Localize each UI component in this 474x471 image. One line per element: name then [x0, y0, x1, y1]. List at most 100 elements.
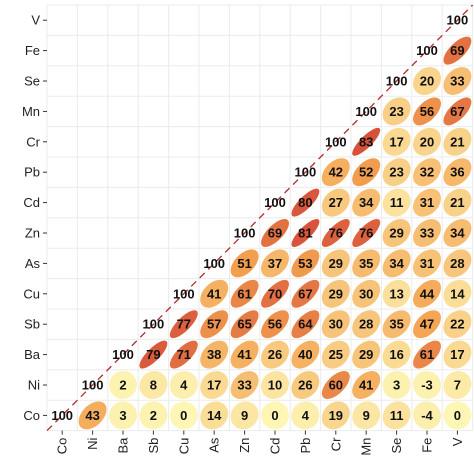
value-label-As-Mn: 35 [359, 256, 373, 271]
ellipse-Sb-As [200, 310, 229, 339]
y-tick-label-Cr: Cr [26, 134, 40, 149]
ellipse-Zn-Fe [413, 219, 441, 247]
value-label-Ni-Zn: 33 [237, 378, 251, 393]
ellipse-Cu-Cd [261, 279, 289, 308]
ellipse-Pb-Mn [352, 158, 381, 187]
value-label-Ni-Cr: 60 [329, 378, 343, 393]
ellipse-Cd-Mn [352, 188, 381, 217]
ellipse-Ba-Pb [291, 340, 320, 369]
value-label-Cr-V: 21 [450, 134, 464, 149]
value-label-Mn-Fe: 56 [420, 104, 434, 119]
value-label-Cr-Se: 17 [389, 134, 403, 149]
value-label-Sb-Cu: 77 [177, 317, 191, 332]
value-label-Co-Fe: -4 [421, 408, 433, 423]
ellipse-As-Fe [413, 249, 441, 278]
value-label-As-Cr: 29 [329, 256, 343, 271]
y-tick-label-Pb: Pb [24, 165, 40, 180]
ellipse-Ba-Fe [413, 340, 441, 369]
ellipse-Sb-Mn [352, 310, 381, 339]
y-tick-label-Cd: Cd [23, 195, 40, 210]
ellipse-Co-V [443, 401, 472, 430]
y-axis-tick-labels: V Fe Se Mn Cr Pb Cd Zn As Cu Sb Ba Ni Co [22, 13, 47, 423]
ellipse-As-V [443, 249, 472, 278]
y-tick-label-Fe: Fe [25, 43, 40, 58]
value-label-Mn-Mn: 100 [355, 104, 377, 119]
x-tick-label-Fe: Fe [420, 438, 435, 453]
ellipse-Co-Cd [261, 401, 289, 430]
ellipse-Ba-Sb [139, 340, 168, 369]
ellipse-Ni-Ba [109, 371, 137, 399]
ellipse-Se-Fe [413, 67, 441, 95]
value-label-Cd-V: 21 [450, 195, 464, 210]
diagonal-reference-line [46, 4, 474, 432]
ellipse-Cr-Se [382, 127, 411, 156]
value-label-Cr-Fe: 20 [420, 134, 434, 149]
value-label-Ba-Sb: 79 [146, 347, 160, 362]
value-label-Sb-Fe: 47 [420, 317, 434, 332]
ellipse-Se-V [443, 67, 472, 95]
ellipse-Ni-Fe [413, 371, 441, 399]
ellipse-Co-Pb [291, 401, 320, 430]
x-tick-label-Pb: Pb [298, 438, 313, 454]
value-label-Ba-Pb: 40 [298, 347, 312, 362]
ellipse-Cu-Cr [321, 279, 350, 308]
ellipse-Zn-Cd [261, 219, 289, 247]
ellipse-Ba-As [200, 340, 229, 369]
value-label-Zn-Zn: 100 [234, 226, 256, 241]
ellipse-Ba-V [443, 340, 472, 369]
value-label-Cd-Fe: 31 [420, 195, 434, 210]
y-tick-label-As: As [25, 256, 41, 271]
ellipse-Cd-V [443, 188, 472, 217]
ellipse-Cu-V [443, 279, 472, 308]
x-tick-label-Se: Se [389, 438, 404, 454]
ellipse-Zn-Pb [291, 219, 320, 247]
value-label-Ba-Ba: 100 [112, 347, 134, 362]
ellipse-Sb-Cr [321, 310, 350, 339]
ellipse-Cu-Se [382, 279, 411, 308]
value-label-Co-Cd: 0 [271, 408, 278, 423]
value-label-Ni-Fe: -3 [421, 378, 433, 393]
ellipse-As-Se [382, 249, 411, 278]
value-label-Mn-V: 67 [450, 104, 464, 119]
value-label-Co-Ni: 43 [85, 408, 99, 423]
value-label-Cd-Se: 11 [390, 195, 404, 210]
value-label-Cu-Se: 13 [389, 286, 403, 301]
value-label-Cu-Cr: 29 [329, 286, 343, 301]
ellipse-Ba-Mn [352, 340, 381, 369]
value-label-Ni-Ni: 100 [82, 378, 104, 393]
ellipse-Co-Cr [321, 401, 350, 430]
x-tick-label-Co: Co [55, 438, 70, 455]
value-label-Ba-V: 17 [450, 347, 464, 362]
ellipse-Pb-Fe [413, 158, 441, 187]
ellipse-Cr-V [443, 127, 472, 156]
value-label-Co-Co: 100 [51, 408, 73, 423]
ellipse-Ni-Sb [139, 371, 168, 399]
value-label-Zn-Se: 29 [389, 226, 403, 241]
ellipse-Sb-V [443, 310, 472, 339]
value-label-Zn-Cd: 69 [268, 226, 282, 241]
ellipse-Ba-Cd [261, 340, 289, 369]
value-label-As-Se: 34 [389, 256, 404, 271]
ellipse-Cu-As [200, 279, 229, 308]
value-label-Co-Sb: 2 [150, 408, 157, 423]
ellipse-Pb-Se [382, 158, 411, 187]
ellipse-Co-Zn [230, 401, 259, 430]
x-tick-label-Ni: Ni [85, 437, 100, 449]
value-label-Co-Pb: 4 [302, 408, 310, 423]
ellipse-As-Zn [230, 249, 259, 278]
ellipse-As-Pb [291, 249, 320, 278]
x-tick-label-Zn: Zn [237, 438, 252, 453]
value-label-Cu-As: 41 [207, 286, 221, 301]
ellipse-Cr-Mn [352, 127, 381, 156]
ellipse-Sb-Cd [261, 310, 289, 339]
x-tick-label-Ba: Ba [116, 437, 131, 454]
y-tick-label-Ni: Ni [28, 378, 40, 393]
ellipse-Mn-Fe [413, 97, 441, 126]
value-label-Cr-Cr: 100 [325, 134, 347, 149]
y-tick-label-Sb: Sb [24, 317, 40, 332]
value-label-Pb-Mn: 52 [359, 165, 373, 180]
x-tick-label-V: V [450, 437, 465, 446]
ellipse-Sb-Se [382, 310, 411, 339]
value-label-Zn-Cr: 76 [329, 226, 343, 241]
